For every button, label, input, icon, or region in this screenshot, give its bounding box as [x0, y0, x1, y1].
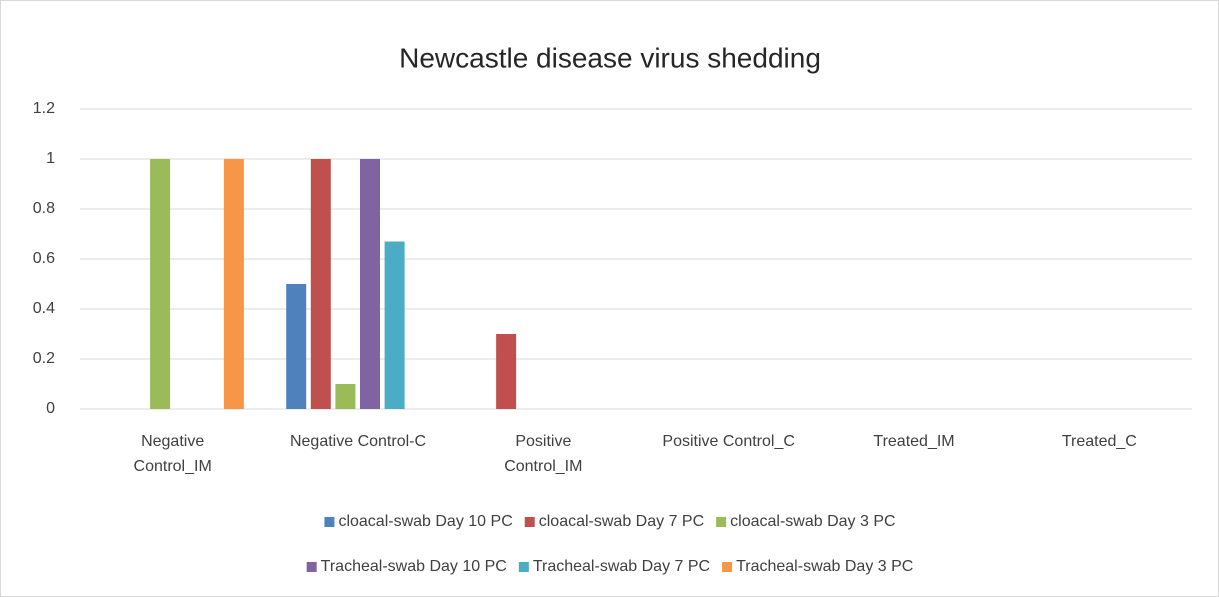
legend-swatch — [519, 562, 529, 572]
legend-row: Tracheal-swab Day 10 PC Tracheal-swab Day… — [307, 558, 914, 575]
chart-border — [1, 1, 1219, 597]
y-tick-label: 0.2 — [33, 350, 55, 367]
legend-swatch — [324, 517, 334, 527]
bar — [286, 284, 306, 409]
legend-label: Tracheal-swab Day 7 PC — [533, 558, 710, 575]
y-tick-label: 0.8 — [33, 200, 55, 217]
chart: Newcastle disease virus shedding 0 0.2 0.4… — [0, 0, 1219, 597]
bar — [496, 334, 516, 409]
legend-row: cloacal-swab Day 10 PC cloacal-swab Day 7… — [324, 513, 895, 530]
x-tick-label: Positive Control_C — [662, 433, 795, 450]
bar — [385, 242, 405, 410]
bar — [360, 159, 380, 409]
x-tick-label-line: Control_IM — [504, 458, 582, 475]
legend-label: cloacal-swab Day 3 PC — [730, 513, 895, 530]
legend-swatch — [525, 517, 535, 527]
legend-label: Tracheal-swab Day 10 PC — [321, 558, 507, 575]
legend-swatch — [722, 562, 732, 572]
legend-label: cloacal-swab Day 7 PC — [539, 513, 704, 530]
x-tick-label-line: Control_IM — [134, 458, 212, 475]
x-tick-label-line: Positive — [515, 433, 571, 450]
bar — [311, 159, 331, 409]
bar — [335, 384, 355, 409]
y-tick-label: 0.6 — [33, 250, 55, 267]
y-tick-label: 0.4 — [33, 300, 55, 317]
x-tick-label: Treated_IM — [873, 433, 954, 450]
bar — [150, 159, 170, 409]
legend-swatch — [307, 562, 317, 572]
chart-title: Newcastle disease virus shedding — [399, 42, 821, 73]
legend-label: Tracheal-swab Day 3 PC — [736, 558, 913, 575]
bar — [224, 159, 244, 409]
x-tick-label-line: Negative — [141, 433, 204, 450]
legend-label: cloacal-swab Day 10 PC — [338, 513, 512, 530]
y-tick-label: 1 — [46, 150, 55, 167]
y-tick-label: 1.2 — [33, 100, 55, 117]
x-tick-label: Negative Control-C — [290, 433, 426, 450]
x-tick-label: Treated_C — [1062, 433, 1137, 450]
y-tick-label: 0 — [46, 400, 55, 417]
legend-swatch — [716, 517, 726, 527]
